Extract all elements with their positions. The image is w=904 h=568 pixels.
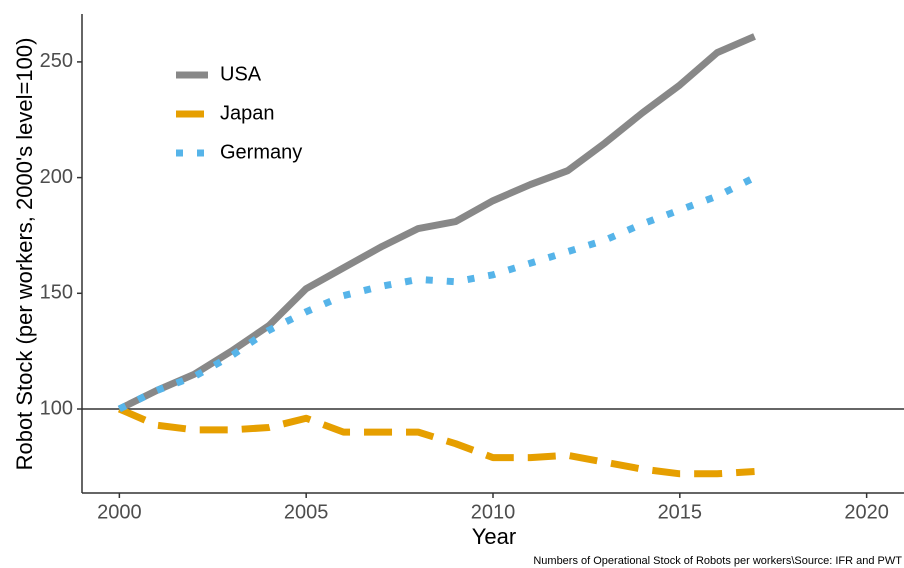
y-axis-title: Robot Stock (per workers, 2000's level=1… [12,38,37,471]
legend-label: USA [220,63,262,85]
x-axis-title: Year [472,524,516,549]
y-tick-label: 100 [40,397,73,419]
line-series [117,405,755,478]
x-tick-label: 2010 [471,501,516,523]
y-tick-label: 200 [40,166,73,188]
legend-label: Germany [220,141,302,163]
line-series [117,33,756,413]
x-tick-label: 2015 [658,501,703,523]
y-tick-label: 250 [40,50,73,72]
x-tick-label: 2000 [97,501,142,523]
x-tick-label: 2005 [284,501,329,523]
x-tick-label: 2020 [844,501,889,523]
caption: Numbers of Operational Stock of Robots p… [533,555,902,567]
line-series [117,174,757,413]
y-tick-label: 150 [40,282,73,304]
legend-label: Japan [220,102,275,124]
